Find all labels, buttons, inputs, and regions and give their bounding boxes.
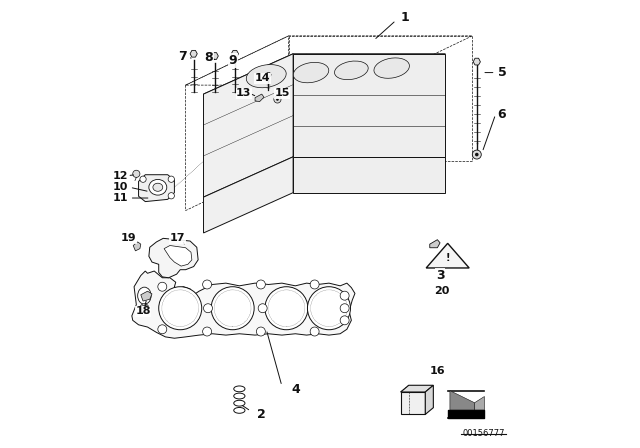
Ellipse shape xyxy=(153,183,163,191)
Polygon shape xyxy=(473,58,481,65)
Circle shape xyxy=(168,193,174,199)
Polygon shape xyxy=(132,271,355,338)
Circle shape xyxy=(168,176,174,182)
Circle shape xyxy=(310,280,319,289)
Circle shape xyxy=(204,304,212,313)
Polygon shape xyxy=(211,53,218,59)
Polygon shape xyxy=(266,73,271,77)
Text: 12: 12 xyxy=(113,171,129,181)
Text: 4: 4 xyxy=(291,383,300,396)
Circle shape xyxy=(340,291,349,300)
Circle shape xyxy=(140,176,146,182)
Text: 10: 10 xyxy=(113,182,129,192)
Circle shape xyxy=(158,325,167,334)
Polygon shape xyxy=(426,385,433,414)
Polygon shape xyxy=(475,396,484,410)
Polygon shape xyxy=(430,240,440,248)
Polygon shape xyxy=(204,54,293,197)
Circle shape xyxy=(257,280,266,289)
Polygon shape xyxy=(450,391,475,410)
Circle shape xyxy=(472,150,481,159)
Text: 14: 14 xyxy=(255,73,271,83)
Text: 2: 2 xyxy=(257,408,266,421)
Polygon shape xyxy=(401,385,433,392)
Polygon shape xyxy=(204,54,445,94)
Polygon shape xyxy=(149,238,198,278)
Text: 15: 15 xyxy=(274,88,290,98)
Ellipse shape xyxy=(246,65,286,88)
Circle shape xyxy=(203,280,212,289)
Ellipse shape xyxy=(140,306,148,310)
Polygon shape xyxy=(293,157,445,193)
Polygon shape xyxy=(401,392,426,414)
Polygon shape xyxy=(164,246,192,266)
Text: 11: 11 xyxy=(113,193,129,203)
Circle shape xyxy=(211,287,254,330)
Circle shape xyxy=(257,327,266,336)
Polygon shape xyxy=(231,51,239,57)
Text: 5: 5 xyxy=(497,66,506,79)
Text: 3: 3 xyxy=(436,269,444,282)
Circle shape xyxy=(140,304,149,313)
Circle shape xyxy=(159,287,202,330)
Text: 7: 7 xyxy=(178,50,187,64)
Ellipse shape xyxy=(149,179,167,195)
Circle shape xyxy=(340,304,349,313)
Text: 16: 16 xyxy=(429,366,445,376)
Circle shape xyxy=(276,98,279,101)
Circle shape xyxy=(265,287,308,330)
Circle shape xyxy=(258,304,267,313)
Text: 19: 19 xyxy=(120,233,136,243)
Circle shape xyxy=(475,153,479,156)
Text: 00156777: 00156777 xyxy=(462,429,505,438)
Text: 9: 9 xyxy=(228,54,237,67)
Circle shape xyxy=(132,170,140,177)
Circle shape xyxy=(203,327,212,336)
Circle shape xyxy=(310,327,319,336)
Ellipse shape xyxy=(293,62,329,83)
Polygon shape xyxy=(139,175,174,202)
Polygon shape xyxy=(204,157,293,233)
Ellipse shape xyxy=(138,287,151,304)
Circle shape xyxy=(158,282,167,291)
Text: 17: 17 xyxy=(170,233,186,243)
Text: 1: 1 xyxy=(401,11,410,25)
Polygon shape xyxy=(293,54,445,157)
Polygon shape xyxy=(133,242,141,251)
Ellipse shape xyxy=(374,58,410,78)
Circle shape xyxy=(340,316,349,325)
Polygon shape xyxy=(141,291,152,301)
Ellipse shape xyxy=(335,61,368,80)
Text: 8: 8 xyxy=(205,51,213,64)
Polygon shape xyxy=(190,51,197,57)
Polygon shape xyxy=(426,243,469,268)
Text: !: ! xyxy=(445,254,450,263)
Text: 18: 18 xyxy=(135,306,151,316)
Text: 20: 20 xyxy=(435,286,450,296)
Text: 13: 13 xyxy=(236,88,252,98)
Polygon shape xyxy=(255,94,264,102)
Circle shape xyxy=(274,96,281,103)
Text: 6: 6 xyxy=(497,108,506,121)
Circle shape xyxy=(307,287,351,330)
